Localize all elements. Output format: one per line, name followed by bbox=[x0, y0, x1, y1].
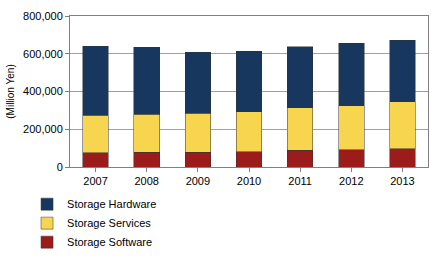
svg-text:600,000: 600,000 bbox=[23, 48, 63, 60]
svg-text:2013: 2013 bbox=[390, 175, 414, 187]
svg-text:(Million Yen): (Million Yen) bbox=[5, 64, 16, 118]
svg-text:Storage Services: Storage Services bbox=[67, 217, 151, 229]
svg-text:2012: 2012 bbox=[339, 175, 363, 187]
svg-text:800,000: 800,000 bbox=[23, 10, 63, 22]
svg-text:0: 0 bbox=[57, 161, 63, 173]
svg-text:2008: 2008 bbox=[134, 175, 158, 187]
svg-text:2011: 2011 bbox=[288, 175, 312, 187]
svg-text:Storage Hardware: Storage Hardware bbox=[67, 198, 156, 210]
svg-text:2009: 2009 bbox=[186, 175, 210, 187]
svg-text:2007: 2007 bbox=[83, 175, 107, 187]
svg-text:200,000: 200,000 bbox=[23, 123, 63, 135]
svg-text:Storage Software: Storage Software bbox=[67, 236, 152, 248]
svg-text:2010: 2010 bbox=[237, 175, 261, 187]
svg-text:400,000: 400,000 bbox=[23, 85, 63, 97]
